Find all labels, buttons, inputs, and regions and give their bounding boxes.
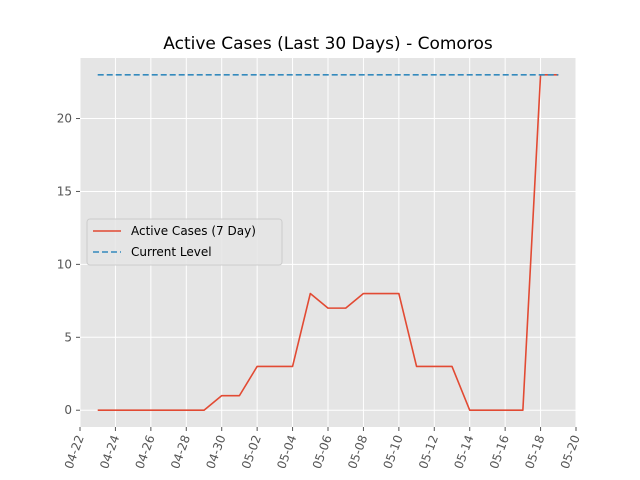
y-tick-label: 15 xyxy=(57,184,72,198)
x-axis: 04-22 04-24 04-26 04-28 04-30 05-02 05-04 05-06… xyxy=(62,427,583,471)
x-tick-label: 04-30 xyxy=(203,433,228,471)
y-axis: 0 5 10 15 20 xyxy=(57,112,80,417)
x-tick-label: 05-06 xyxy=(310,433,335,471)
x-tick-label: 05-08 xyxy=(345,433,370,471)
y-tick-label: 20 xyxy=(57,112,72,126)
x-tick-label: 04-24 xyxy=(97,433,122,471)
x-tick-label: 05-20 xyxy=(558,433,583,471)
x-tick-label: 05-04 xyxy=(274,433,299,471)
x-tick-label: 05-10 xyxy=(381,433,406,471)
y-tick-label: 10 xyxy=(57,257,72,271)
x-tick-label: 05-16 xyxy=(487,433,512,471)
legend: Active Cases (7 Day) Current Level xyxy=(86,218,283,266)
series-line-active-cases xyxy=(97,73,559,412)
x-tick-label: 04-28 xyxy=(168,433,193,471)
chart-title: Active Cases (Last 30 Days) - Comoros xyxy=(163,34,493,54)
y-tick-label: 5 xyxy=(64,330,72,344)
x-tick-label: 05-12 xyxy=(416,433,441,471)
x-tick-label: 04-26 xyxy=(133,433,158,471)
legend-box xyxy=(86,218,283,266)
legend-label-current-level: Current Level xyxy=(131,245,212,259)
x-tick-label: 05-02 xyxy=(239,433,264,471)
series-layer xyxy=(97,73,559,412)
grid xyxy=(79,58,577,427)
legend-label-active-cases: Active Cases (7 Day) xyxy=(131,224,256,238)
y-tick-label: 0 xyxy=(64,403,72,417)
x-tick-label: 05-18 xyxy=(522,433,547,471)
x-tick-label: 04-22 xyxy=(62,433,87,471)
x-tick-label: 05-14 xyxy=(451,433,476,471)
